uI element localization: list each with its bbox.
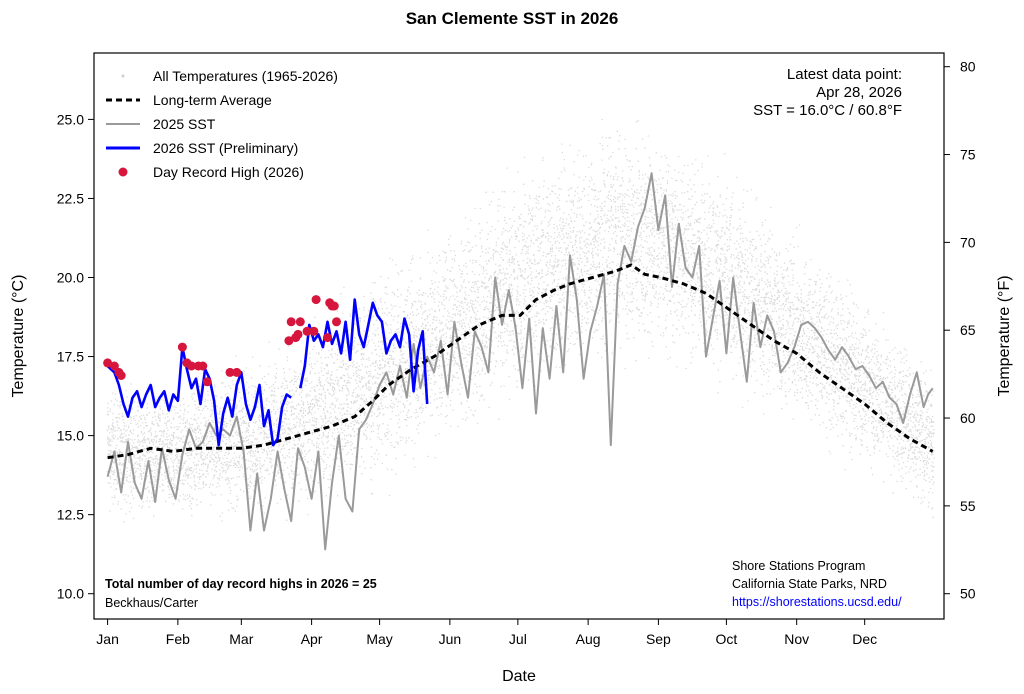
record-count: Total number of day record highs in 2026…: [105, 577, 377, 591]
record-high-point-24: [332, 317, 341, 327]
latest-data-annotation: Latest data point: Apr 28, 2026 SST = 16…: [753, 66, 902, 119]
record-high-point-13: [286, 317, 296, 327]
record-high-point-23: [329, 301, 339, 311]
y-tick-label-right-0: 50: [960, 586, 976, 602]
agency-name: California State Parks, NRD: [732, 577, 887, 591]
y-tick-label-right-5: 75: [960, 147, 976, 163]
record-high-point-19: [311, 295, 321, 305]
record-high-point-4: [177, 342, 187, 352]
record-high-point-18: [309, 326, 319, 336]
legend-label-average: Long-term Average: [153, 92, 272, 108]
legend-label-all-temps: All Temperatures (1965-2026): [153, 68, 338, 84]
y-tick-label-right-4: 70: [960, 234, 976, 250]
series-average-line: [107, 263, 934, 460]
latest-value: SST = 16.0°C / 60.8°F: [753, 102, 902, 119]
record-high-point-12: [284, 336, 294, 346]
x-tick-label-4: May: [366, 631, 392, 647]
record-high-point-9: [202, 377, 212, 387]
y-axis-label-left: Temperature (°C): [10, 275, 27, 398]
x-axis: Jan Feb Mar Apr May Jun Jul Aug Sep Oct Nov Dec: [96, 619, 877, 647]
record-high-point-10: [225, 367, 235, 377]
legend-symbol-record: [118, 167, 128, 177]
record-high-point-16: [295, 317, 305, 327]
y-axis-right: 50 55 60 65 70 75 80: [944, 59, 976, 602]
all-temperatures-points: [106, 118, 935, 523]
y-tick-label-left-2: 15.0: [57, 428, 84, 444]
legend-symbol-all-temps: [121, 74, 125, 78]
record-high-point-8: [198, 361, 208, 371]
all-temperatures-cloud: [106, 118, 935, 523]
footer-annotations: Total number of day record highs in 2026…: [105, 559, 902, 610]
legend-label-2026: 2026 SST (Preliminary): [153, 140, 298, 156]
plot-frame: [93, 52, 945, 620]
legend: All Temperatures (1965-2026) Long-term A…: [106, 68, 338, 180]
y-tick-label-left-4: 20.0: [57, 270, 84, 286]
record-high-point-15: [293, 329, 303, 339]
y-tick-label-right-3: 65: [960, 322, 976, 338]
legend-label-record: Day Record High (2026): [153, 164, 304, 180]
x-tick-label-10: Nov: [784, 631, 809, 647]
x-tick-label-0: Jan: [96, 631, 119, 647]
latest-date: Apr 28, 2026: [816, 84, 902, 101]
x-tick-label-5: Jun: [439, 631, 462, 647]
record-high-point-0: [103, 358, 113, 368]
latest-title: Latest data point:: [787, 66, 902, 83]
y-tick-label-right-1: 55: [960, 498, 976, 514]
y-axis-left: 10.0 12.5 15.0 17.5 20.0 22.5 25.0: [57, 111, 94, 602]
x-tick-label-6: Jul: [509, 631, 527, 647]
y-tick-label-left-0: 10.0: [57, 586, 84, 602]
series-2026-line: [106, 298, 429, 447]
y-tick-label-right-6: 80: [960, 59, 976, 75]
record-high-point-20: [323, 333, 332, 343]
series-2025-line: [106, 172, 934, 551]
source-url[interactable]: https://shorestations.ucsd.edu/: [732, 595, 902, 609]
record-high-point-3: [116, 371, 126, 380]
record-high-point-1: [109, 361, 119, 371]
x-tick-label-8: Sep: [646, 631, 671, 647]
x-tick-label-1: Feb: [166, 631, 190, 647]
record-high-point-17: [302, 326, 312, 336]
series-layer: [103, 172, 934, 551]
record-high-point-6: [187, 361, 196, 371]
y-tick-label-left-1: 12.5: [57, 507, 84, 523]
x-axis-label: Date: [502, 668, 536, 685]
x-tick-label-3: Apr: [301, 631, 323, 647]
y-tick-label-right-2: 60: [960, 410, 976, 426]
y-tick-label-left-5: 22.5: [57, 190, 84, 206]
record-high-point-11: [232, 367, 242, 377]
y-tick-label-left-6: 25.0: [57, 111, 84, 127]
y-axis-label-right: Temperature (°F): [996, 275, 1013, 396]
x-tick-label-9: Oct: [716, 631, 738, 647]
legend-label-2025: 2025 SST: [153, 116, 216, 132]
y-tick-label-left-3: 17.5: [57, 349, 84, 365]
authors: Beckhaus/Carter: [105, 596, 198, 610]
x-tick-label-11: Dec: [852, 631, 877, 647]
program-name: Shore Stations Program: [732, 559, 865, 573]
x-tick-label-7: Aug: [576, 631, 601, 647]
chart-title: San Clemente SST in 2026: [406, 9, 619, 28]
x-tick-label-2: Mar: [229, 631, 253, 647]
